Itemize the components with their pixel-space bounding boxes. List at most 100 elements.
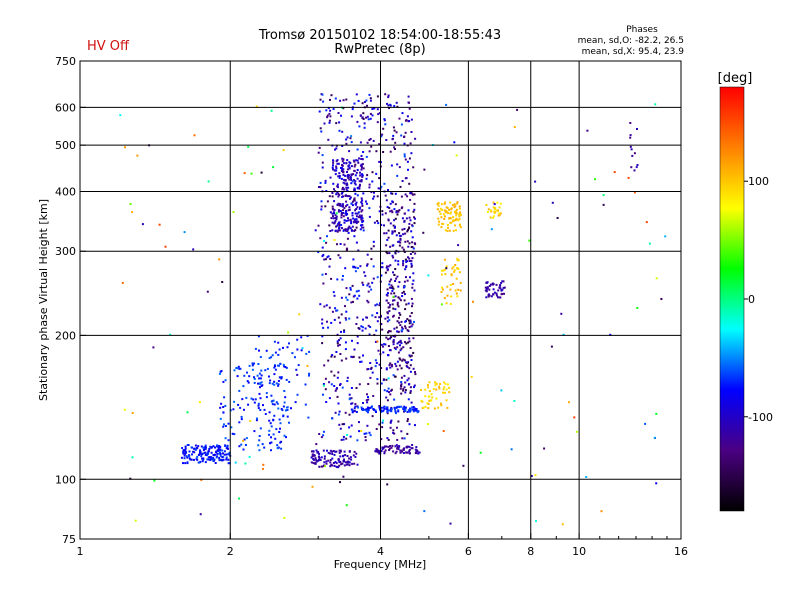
data-point [356, 316, 359, 319]
data-point [343, 460, 346, 463]
data-point [492, 215, 495, 218]
data-point [627, 176, 630, 179]
data-point [402, 290, 405, 293]
data-point [250, 172, 253, 175]
data-point [204, 461, 207, 464]
data-point [236, 375, 239, 378]
data-point [629, 136, 632, 139]
data-point [406, 329, 409, 332]
data-point [369, 434, 372, 437]
data-point [243, 374, 246, 377]
data-point [457, 219, 460, 222]
data-point [374, 450, 377, 453]
data-point [323, 461, 326, 464]
y-tick-label: 750 [55, 55, 76, 68]
data-point [396, 342, 399, 345]
data-point [391, 365, 394, 368]
data-point [405, 119, 408, 122]
data-point [390, 287, 393, 289]
data-point [392, 299, 394, 302]
data-point [393, 105, 396, 108]
data-point [413, 289, 416, 292]
data-point [212, 445, 215, 448]
data-point [444, 229, 447, 232]
data-point [231, 432, 234, 435]
data-point [492, 216, 494, 219]
data-point [369, 362, 372, 364]
data-point [347, 226, 350, 229]
data-point [387, 96, 390, 99]
data-point [358, 187, 361, 190]
data-point [392, 244, 395, 247]
data-point [378, 423, 381, 426]
data-point [365, 155, 368, 158]
data-point [342, 173, 345, 176]
data-point [198, 461, 201, 464]
data-point [380, 438, 383, 441]
data-point [370, 406, 373, 409]
data-point [400, 134, 403, 137]
data-point [338, 449, 341, 452]
data-point [453, 270, 456, 273]
data-point [433, 407, 436, 410]
data-point [394, 203, 397, 206]
data-point [446, 294, 449, 297]
data-point [336, 387, 338, 390]
data-point [282, 363, 285, 366]
data-point [209, 445, 212, 448]
data-point [259, 356, 262, 358]
data-point [395, 277, 398, 280]
data-point [277, 341, 280, 344]
data-point [397, 260, 400, 263]
data-point [265, 396, 268, 399]
data-point [410, 401, 413, 404]
data-point [288, 342, 290, 345]
data-point [410, 262, 413, 265]
data-point [218, 452, 221, 455]
data-point [351, 411, 354, 414]
data-point [397, 420, 400, 423]
data-point [348, 195, 351, 198]
data-point [282, 405, 285, 408]
data-point [407, 383, 410, 386]
data-point [402, 388, 405, 391]
data-point [370, 191, 373, 194]
data-point [341, 191, 344, 194]
data-point [412, 410, 415, 413]
data-point [353, 410, 356, 413]
data-point [199, 451, 202, 454]
data-point [391, 444, 394, 447]
data-point [330, 277, 333, 280]
data-point [383, 224, 385, 227]
phases-summary: Phases mean, sd,O: -82.2, 26.5 mean, sd,… [578, 25, 685, 57]
data-point [500, 289, 503, 292]
data-point [328, 121, 331, 124]
data-point [361, 329, 364, 332]
data-point [263, 446, 266, 449]
data-point [446, 285, 449, 288]
data-point [382, 345, 384, 348]
data-point [262, 404, 264, 407]
data-point [265, 392, 268, 395]
data-point [493, 203, 496, 206]
data-point [383, 118, 386, 121]
data-point [351, 225, 354, 228]
data-point [396, 275, 399, 278]
data-point [409, 276, 411, 279]
data-point [404, 389, 407, 392]
data-point [337, 192, 340, 195]
data-point [398, 244, 401, 247]
data-point [353, 407, 356, 410]
data-point [400, 342, 403, 345]
data-point [356, 148, 359, 151]
data-point [388, 107, 391, 110]
data-point [341, 188, 344, 191]
data-point [336, 224, 339, 227]
data-point [330, 217, 333, 220]
data-point [415, 408, 418, 410]
data-point [262, 467, 264, 470]
data-point [338, 175, 341, 177]
data-point [353, 179, 355, 182]
data-point [350, 115, 353, 118]
data-point [364, 274, 367, 277]
